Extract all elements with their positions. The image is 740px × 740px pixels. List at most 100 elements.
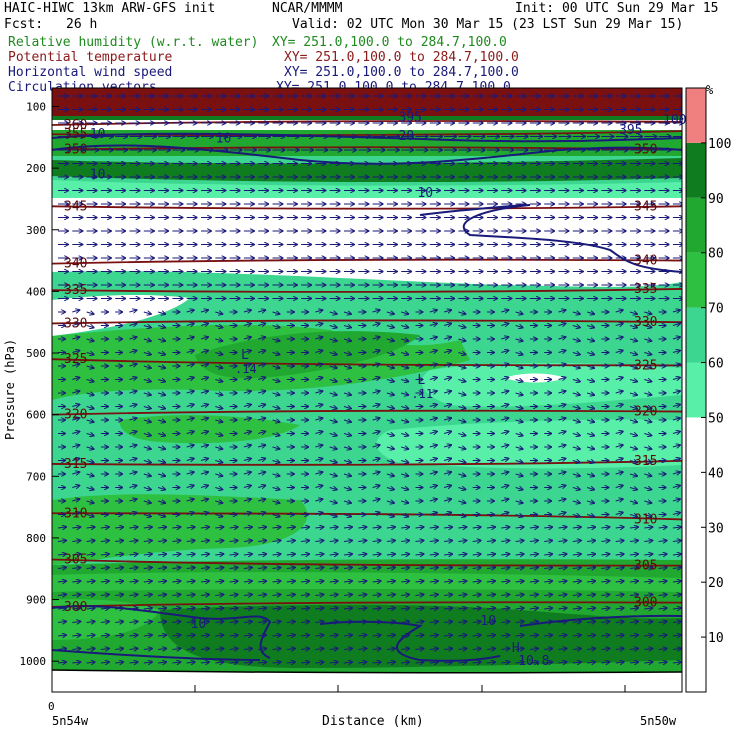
wind-label: 395 [399, 111, 422, 126]
vector-arrow [272, 488, 280, 490]
vector-arrow [429, 486, 437, 488]
vector-arrow [343, 447, 351, 449]
vector-arrow [258, 405, 265, 407]
vector-arrow [215, 541, 223, 542]
vector-arrow [72, 324, 79, 326]
vector-arrow [458, 312, 465, 314]
vector-arrow [644, 326, 651, 328]
vector-arrow [601, 554, 609, 555]
vector-arrow [558, 541, 567, 542]
vector-arrow [243, 554, 252, 555]
vector-arrow [672, 405, 680, 407]
colorbar-tick-label: 30 [708, 521, 724, 536]
vector-arrow [572, 541, 581, 542]
vector-arrow [200, 418, 208, 420]
vector-arrow [200, 527, 209, 528]
vector-arrow [443, 418, 451, 420]
vector-arrow [172, 527, 180, 528]
vector-arrow [186, 418, 194, 420]
vector-arrow [215, 312, 222, 314]
valid-time: Valid: 02 UTC Mon 30 Mar 15 (23 LST Sun … [292, 17, 684, 32]
vector-arrow [72, 364, 79, 366]
vector-arrow [258, 310, 265, 312]
y-tick-label: 100 [26, 100, 46, 113]
vector-arrow [615, 513, 623, 515]
vector-arrow [215, 420, 222, 422]
vector-arrow [501, 554, 509, 555]
vector-arrow [515, 420, 523, 422]
theta-label: 335 [64, 283, 87, 298]
vector-arrow [644, 353, 651, 355]
vector-arrow [243, 310, 251, 312]
vector-arrow [629, 434, 637, 436]
vector-arrow [143, 554, 152, 555]
vector-arrow [315, 391, 322, 393]
vector-arrow [258, 554, 266, 555]
vector-arrow [586, 420, 594, 422]
y-tick-label: 900 [26, 594, 46, 607]
circulation-vectors [57, 96, 682, 663]
vector-arrow [158, 527, 166, 528]
vector-arrow [72, 310, 79, 312]
vector-arrow [315, 445, 322, 447]
vector-arrow [301, 554, 309, 555]
y-tick-label: 400 [26, 285, 46, 298]
vector-arrow [444, 527, 452, 528]
vector-arrow [515, 326, 523, 328]
vector-arrow [672, 513, 680, 515]
field-rh-name: Relative humidity (w.r.t. water) [8, 35, 259, 50]
vector-arrow [72, 513, 79, 515]
vector-arrow [443, 432, 451, 434]
vector-arrow [572, 353, 580, 355]
vector-arrow [57, 554, 66, 555]
vector-arrow [386, 527, 395, 528]
vector-arrow [186, 541, 195, 542]
vector-arrow [672, 554, 681, 555]
colorbar-swatch [686, 197, 706, 253]
vector-arrow [157, 380, 165, 382]
vector-arrow [143, 474, 151, 476]
vector-arrow [258, 418, 265, 420]
vector-arrow [315, 432, 322, 434]
vector-arrow [129, 405, 137, 407]
vector-arrow [629, 527, 638, 528]
vector-arrow [429, 499, 437, 501]
vector-arrow [386, 353, 394, 355]
vector-arrow [200, 351, 208, 353]
vector-arrow [615, 541, 624, 542]
vector-arrow [329, 393, 337, 395]
vector-arrow [315, 337, 322, 339]
vector-arrow [143, 380, 151, 382]
vector-arrow [472, 527, 481, 528]
vector-arrow [372, 554, 381, 555]
vector-arrow [272, 393, 280, 395]
vector-arrow [129, 310, 137, 312]
vector-arrow [372, 405, 380, 407]
vector-arrow [215, 501, 222, 503]
vector-arrow [601, 541, 609, 542]
vector-arrow [200, 568, 209, 569]
vector-arrow [200, 310, 208, 312]
vector-arrow [157, 515, 165, 517]
theta-label: 350 [634, 143, 657, 158]
vector-arrow [587, 541, 595, 542]
theta-contour [52, 409, 682, 416]
vector-arrow [544, 527, 552, 528]
vector-arrow [243, 378, 251, 380]
vector-arrow [672, 391, 680, 393]
vector-arrow [143, 501, 151, 503]
vector-arrow [629, 501, 637, 503]
vector-arrow [586, 447, 594, 449]
theta-label: 325 [64, 352, 87, 367]
vector-arrow [372, 324, 380, 326]
vector-arrow [157, 501, 165, 503]
vector-arrow [143, 353, 151, 355]
vector-arrow [329, 515, 337, 517]
vector-arrow [329, 420, 337, 422]
vector-arrow [401, 407, 408, 409]
vector-arrow [329, 312, 337, 314]
vector-arrow [443, 351, 451, 353]
vector-arrow [315, 486, 322, 488]
colorbar-tick-label: 20 [708, 576, 724, 591]
vector-arrow [158, 568, 166, 569]
